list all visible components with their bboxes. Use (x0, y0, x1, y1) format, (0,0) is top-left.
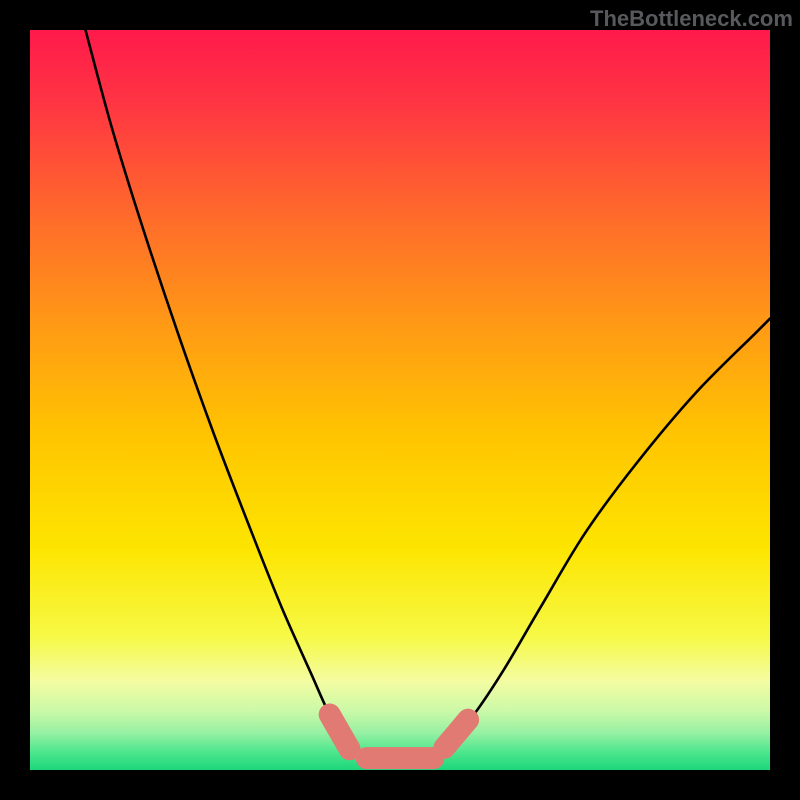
bottleneck-curve (86, 30, 771, 763)
curve-layer (30, 30, 770, 770)
watermark-text: TheBottleneck.com (590, 6, 793, 32)
chart-stage: TheBottleneck.com (0, 0, 800, 800)
sausage-links (330, 715, 468, 759)
sausage-link (330, 715, 350, 750)
sausage-link (444, 720, 468, 748)
